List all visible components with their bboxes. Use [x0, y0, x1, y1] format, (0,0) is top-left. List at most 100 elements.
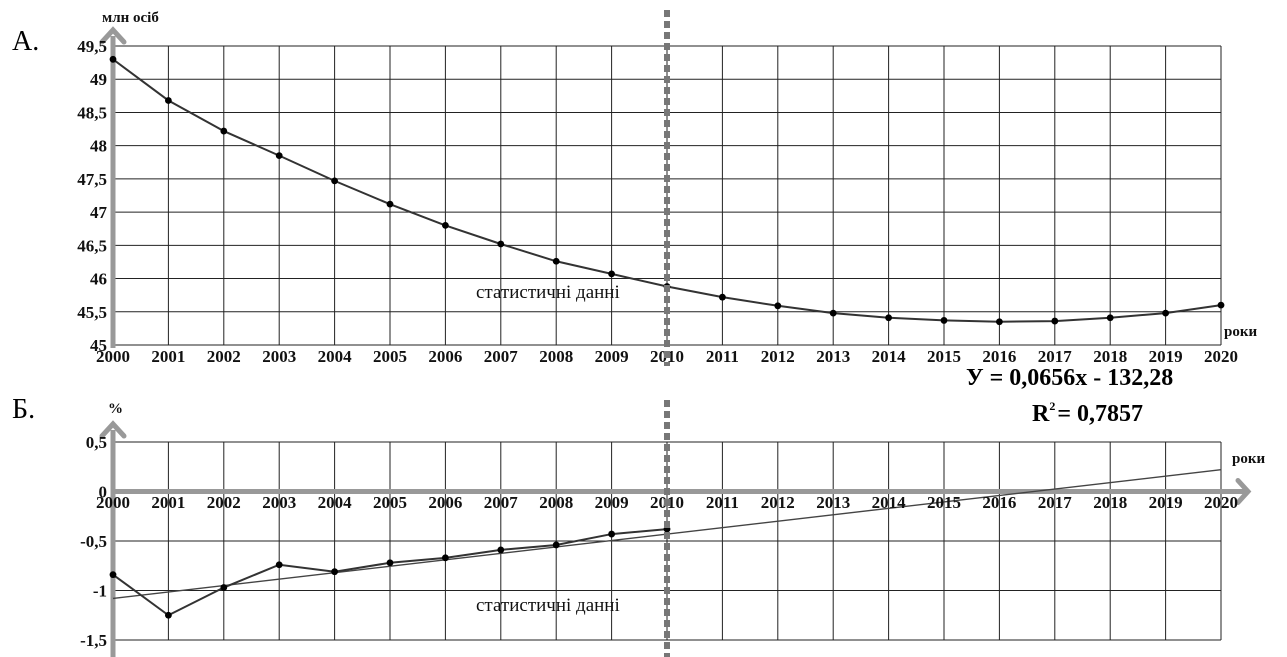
panel-a-ylabel: млн осіб: [102, 10, 159, 26]
data-point: [109, 55, 117, 63]
data-point: [1162, 309, 1169, 317]
data-point: [386, 559, 394, 567]
x-tick-label: 2009: [595, 493, 629, 512]
x-tick-label: 2016: [982, 493, 1016, 512]
data-point: [165, 97, 172, 104]
data-point: [552, 541, 560, 549]
x-tick-label: 2017: [1038, 347, 1073, 366]
r2-value: = 0,7857: [1057, 401, 1143, 427]
x-tick-label: 2014: [872, 493, 907, 512]
data-point: [275, 561, 283, 569]
data-point: [608, 530, 615, 538]
data-point: [275, 152, 283, 160]
x-tick-label: 2004: [318, 347, 353, 366]
data-point: [109, 571, 117, 579]
x-tick-label: 2004: [318, 493, 353, 512]
x-tick-label: 2006: [428, 347, 462, 366]
r2-sup: 2: [1049, 399, 1055, 413]
panel-b-label: Б.: [12, 394, 35, 425]
y-tick-label: 0,5: [86, 433, 107, 452]
x-axis-arrow: [1235, 478, 1252, 505]
x-tick-label: 2011: [706, 347, 739, 366]
data-point: [442, 222, 449, 229]
data-point: [442, 554, 449, 562]
x-tick-label: 2011: [706, 493, 739, 512]
x-tick-label: 2014: [872, 347, 907, 366]
x-tick-label: 2000: [96, 347, 130, 366]
y-tick-label: 49,5: [77, 37, 107, 56]
data-point: [386, 200, 394, 208]
y-tick-label: 47,5: [77, 170, 107, 189]
data-point: [1217, 301, 1225, 309]
data-point: [552, 257, 560, 265]
data-point: [608, 270, 615, 278]
panel-a-annotation: статистичні данні: [476, 282, 620, 303]
x-tick-label: 2018: [1093, 493, 1127, 512]
data-point: [829, 309, 837, 317]
y-axis-arrow: [99, 420, 127, 439]
data-point: [220, 127, 228, 135]
x-tick-label: 2015: [927, 347, 961, 366]
x-tick-label: 2013: [816, 347, 850, 366]
r2-label: R2= 0,7857: [1032, 399, 1143, 427]
panel-a-xlabel: роки: [1224, 324, 1257, 340]
y-tick-label: -0,5: [80, 532, 107, 551]
r2-r: R: [1032, 401, 1050, 427]
x-tick-label: 2015: [927, 493, 961, 512]
x-tick-label: 2003: [262, 347, 296, 366]
panel-b-ylabel: %: [108, 401, 123, 417]
data-point: [220, 584, 228, 591]
data-point: [1051, 317, 1059, 325]
x-tick-label: 2001: [151, 347, 185, 366]
data-point: [996, 318, 1003, 326]
x-tick-label: 2012: [761, 493, 795, 512]
data-point: [497, 240, 505, 248]
panel-b-xlabel: роки: [1232, 451, 1265, 467]
x-tick-label: 2008: [539, 493, 573, 512]
y-tick-label: -1,5: [80, 631, 107, 650]
data-point: [1106, 314, 1114, 322]
y-tick-label: 49: [90, 70, 107, 89]
x-tick-label: 2013: [816, 493, 850, 512]
x-tick-label: 2000: [96, 493, 130, 512]
x-tick-label: 2018: [1093, 347, 1127, 366]
y-tick-label: -1: [93, 582, 107, 601]
y-tick-label: 0: [99, 483, 108, 502]
data-point: [774, 302, 782, 310]
y-tick-label: 45: [90, 336, 107, 355]
x-tick-label: 2008: [539, 347, 573, 366]
x-tick-label: 2009: [595, 347, 629, 366]
data-point: [331, 177, 338, 185]
x-tick-label: 2019: [1149, 493, 1183, 512]
y-tick-label: 48: [90, 137, 107, 156]
y-tick-label: 46,5: [77, 236, 107, 255]
panel-b-ticks: -1,5 -1 -0,5 0 0,5 2000 2001 2002 2003 2004 2005 20…: [80, 433, 1238, 650]
x-tick-label: 2017: [1038, 493, 1073, 512]
y-tick-label: 47: [90, 203, 108, 222]
x-tick-label: 2012: [761, 347, 795, 366]
panel-b-axes: [99, 420, 1252, 657]
x-tick-label: 2002: [207, 347, 241, 366]
x-tick-label: 2020: [1204, 493, 1238, 512]
x-tick-label: 2019: [1149, 347, 1183, 366]
x-tick-label: 2001: [151, 493, 185, 512]
panel-a-label: А.: [12, 26, 39, 57]
panel-a-axes: [99, 26, 127, 348]
y-axis-arrow: [99, 26, 127, 45]
x-tick-label: 2005: [373, 347, 407, 366]
data-point: [719, 293, 726, 301]
y-tick-label: 46: [90, 270, 107, 289]
y-tick-label: 45,5: [77, 303, 107, 322]
data-point: [165, 611, 172, 619]
x-tick-label: 2006: [428, 493, 462, 512]
x-tick-label: 2005: [373, 493, 407, 512]
panel-a-ticks: 45 45,5 46 46,5 47 47,5 48 48,5 49 49,5 2000 2001 20…: [77, 37, 1238, 366]
y-tick-label: 48,5: [77, 103, 107, 122]
trend-equation: У = 0,0656x - 132,28: [966, 365, 1173, 391]
panel-b-annotation: статистичні данні: [476, 595, 620, 616]
x-tick-label: 2020: [1204, 347, 1238, 366]
x-tick-label: 2007: [484, 493, 519, 512]
x-tick-label: 2003: [262, 493, 296, 512]
data-point: [331, 568, 338, 576]
